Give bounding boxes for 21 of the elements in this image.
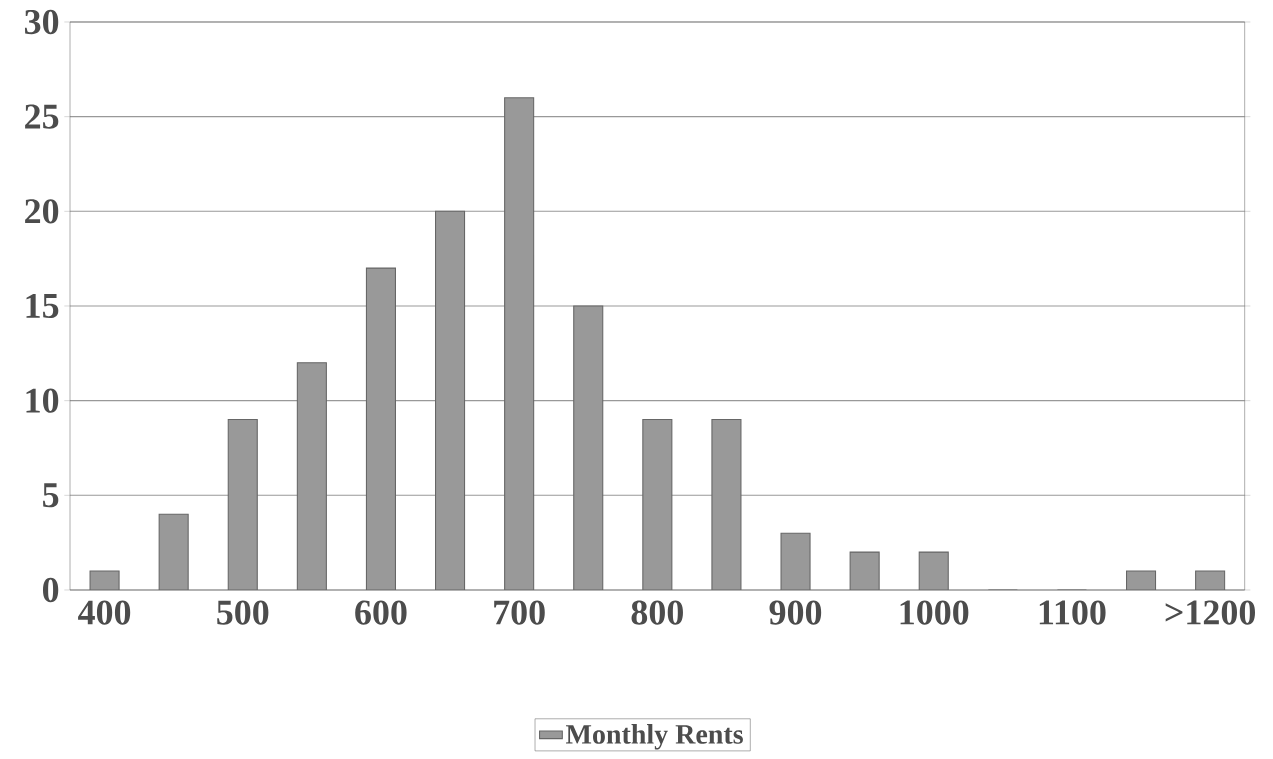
x-tick-label: 700 [494,600,545,625]
y-tick-label: 0 [42,577,59,603]
x-tick-label: 800 [631,600,683,625]
y-tick-label: 5 [43,483,59,508]
x-tick-label: 900 [769,600,822,625]
x-tick-label: 1100 [1039,600,1106,625]
y-tick-label: 20 [25,199,59,224]
y-tick-label: 25 [25,104,59,129]
y-tick-label: 10 [26,388,59,413]
legend-label: Monthly Rents [566,724,743,750]
bar [711,419,742,590]
y-tick-label: 30 [24,9,59,35]
x-tick-label: >1200 [1165,600,1256,625]
x-tick-label: 500 [217,600,269,625]
x-tick-label: 1000 [900,600,969,625]
x-tick-label: 400 [78,600,131,625]
bar [158,513,189,590]
x-tick-label: 600 [355,600,407,625]
bar [918,551,949,590]
y-tick-label: 15 [26,293,59,319]
bar [780,532,811,590]
